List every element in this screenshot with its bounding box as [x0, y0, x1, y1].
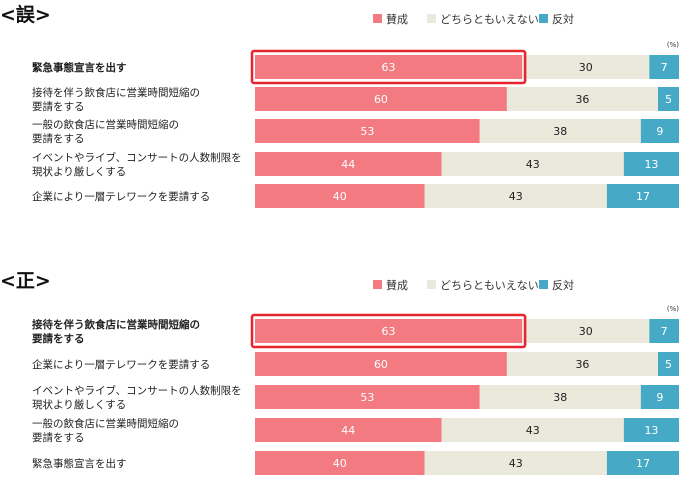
- chart-2-bar-segment-3-1: [255, 385, 480, 409]
- chart-2-data-label-3-3: 9: [656, 391, 663, 404]
- chart-1-data-label-5-1: 40: [333, 190, 347, 203]
- chart-2-unit-label: (%): [667, 305, 679, 313]
- chart-1-unit-label: (%): [667, 41, 679, 49]
- chart-1-title: <誤>: [0, 3, 51, 26]
- chart-2-data-label-4-1: 44: [341, 424, 355, 437]
- chart-1-bar-segment-4-2: [441, 152, 624, 176]
- chart-2-highlight-box: [250, 313, 527, 349]
- chart-2-bar-segment-4-3: [623, 418, 679, 442]
- chart-2-bar-segment-2-1: [255, 352, 507, 376]
- chart-1-data-label-1-1: 63: [382, 61, 396, 74]
- chart-1-bar-segment-2-1: [255, 87, 507, 111]
- chart-1-bar-segment-5-2: [424, 184, 607, 208]
- chart-1-bar-segment-2-2: [506, 87, 659, 111]
- chart-2-data-label-3-1: 53: [360, 391, 374, 404]
- chart-1-legend-label-1: 賛成: [386, 12, 408, 26]
- chart-1-data-label-2-3: 5: [665, 93, 672, 106]
- chart-1-bar-segment-2-3: [658, 87, 679, 111]
- chart-1-category-label-5: 企業により一層テレワークを要請する: [32, 190, 210, 203]
- chart-2-category-label-3: イベントやライブ、コンサートの人数制限を現状より厳しくする: [32, 384, 242, 411]
- chart-1-category-label-2: 接待を伴う飲食店に営業時間短縮の要請をする: [32, 86, 200, 113]
- chart-2-data-label-1-2: 30: [579, 325, 593, 338]
- chart-2-bar-segment-4-2: [441, 418, 624, 442]
- chart-2-data-label-2-1: 60: [374, 358, 388, 371]
- chart-1-highlight-box: [250, 49, 527, 85]
- chart-2-bar-segment-2-3: [658, 352, 679, 376]
- chart-2-data-label-4-2: 43: [526, 424, 540, 437]
- chart-1-bar-segment-4-1: [255, 152, 442, 176]
- chart-2-bar-segment-1-1: [255, 319, 523, 343]
- chart-2-data-label-1-3: 7: [661, 325, 668, 338]
- chart-2-title: <正>: [0, 270, 51, 292]
- chart-1-legend-label-3: 反対: [552, 12, 574, 26]
- chart-2-category-label-1: 接待を伴う飲食店に営業時間短縮の要請をする: [32, 318, 200, 345]
- chart-2-legend-swatch-1: [373, 280, 382, 289]
- chart-1-bar-segment-3-1: [255, 119, 480, 143]
- chart-2-legend-label-1: 賛成: [386, 278, 408, 292]
- chart-1-data-label-1-2: 30: [579, 61, 593, 74]
- chart-1-data-label-1-3: 7: [661, 61, 668, 74]
- chart-1-legend-label-2: どちらともいえない: [440, 13, 539, 26]
- chart-2-category-label-2: 企業により一層テレワークを要請する: [32, 358, 210, 371]
- chart-1-data-label-3-2: 38: [553, 125, 567, 138]
- chart-2-data-label-2-3: 5: [665, 358, 672, 371]
- chart-1-bar-segment-1-2: [522, 55, 650, 79]
- chart-1-data-label-2-1: 60: [374, 93, 388, 106]
- chart-1-data-label-4-3: 13: [644, 158, 658, 171]
- chart-2-category-label-4: 一般の飲食店に営業時間短縮の要請をする: [32, 417, 179, 444]
- chart-1-legend-swatch-1: [373, 14, 382, 23]
- chart-2-data-label-5-3: 17: [636, 457, 650, 470]
- chart-1-category-label-1: 緊急事態宣言を出す: [32, 61, 127, 74]
- chart-2-legend-swatch-3: [539, 280, 548, 289]
- chart-2-data-label-5-1: 40: [333, 457, 347, 470]
- chart-2-legend-label-2: どちらともいえない: [440, 279, 539, 292]
- chart-1-category-label-3: 一般の飲食店に営業時間短縮の要請をする: [32, 118, 179, 145]
- chart-1-bar-segment-3-2: [479, 119, 641, 143]
- chart-1-data-label-3-3: 9: [656, 125, 663, 138]
- chart-1-data-label-4-1: 44: [341, 158, 355, 171]
- chart-2-bar-segment-1-2: [522, 319, 650, 343]
- chart-2-data-label-5-2: 43: [509, 457, 523, 470]
- chart-1-bar-segment-5-3: [606, 184, 679, 208]
- chart-2-data-label-1-1: 63: [382, 325, 396, 338]
- chart-1-category-label-4: イベントやライブ、コンサートの人数制限を現状より厳しくする: [32, 151, 242, 178]
- chart-1-bar-segment-1-3: [649, 55, 679, 79]
- chart-1-data-label-4-2: 43: [526, 158, 540, 171]
- chart-2-legend-label-3: 反対: [552, 278, 574, 292]
- chart-1-bar-segment-1-1: [255, 55, 523, 79]
- chart-2-bar-segment-5-3: [606, 451, 679, 475]
- chart-2-bar-segment-2-2: [506, 352, 659, 376]
- chart-2-data-label-2-2: 36: [575, 358, 589, 371]
- chart-2-legend-swatch-2: [427, 280, 436, 289]
- chart-2-data-label-3-2: 38: [553, 391, 567, 404]
- chart-2-bar-segment-5-1: [255, 451, 425, 475]
- chart-1-bar-segment-3-3: [640, 119, 679, 143]
- chart-2-bar-segment-3-3: [640, 385, 679, 409]
- chart-1-data-label-3-1: 53: [360, 125, 374, 138]
- chart-1-data-label-2-2: 36: [575, 93, 589, 106]
- chart-2-bar-segment-3-2: [479, 385, 641, 409]
- chart-1-data-label-5-2: 43: [509, 190, 523, 203]
- chart-2-bar-segment-1-3: [649, 319, 679, 343]
- chart-1-legend-swatch-3: [539, 14, 548, 23]
- chart-2-bar-segment-4-1: [255, 418, 442, 442]
- chart-2-bar-segment-5-2: [424, 451, 607, 475]
- chart-1-legend-swatch-2: [427, 14, 436, 23]
- chart-1-bar-segment-4-3: [623, 152, 679, 176]
- chart-1-data-label-5-3: 17: [636, 190, 650, 203]
- chart-2-data-label-4-3: 13: [644, 424, 658, 437]
- chart-2-category-label-5: 緊急事態宣言を出す: [32, 457, 127, 470]
- chart-1-bar-segment-5-1: [255, 184, 425, 208]
